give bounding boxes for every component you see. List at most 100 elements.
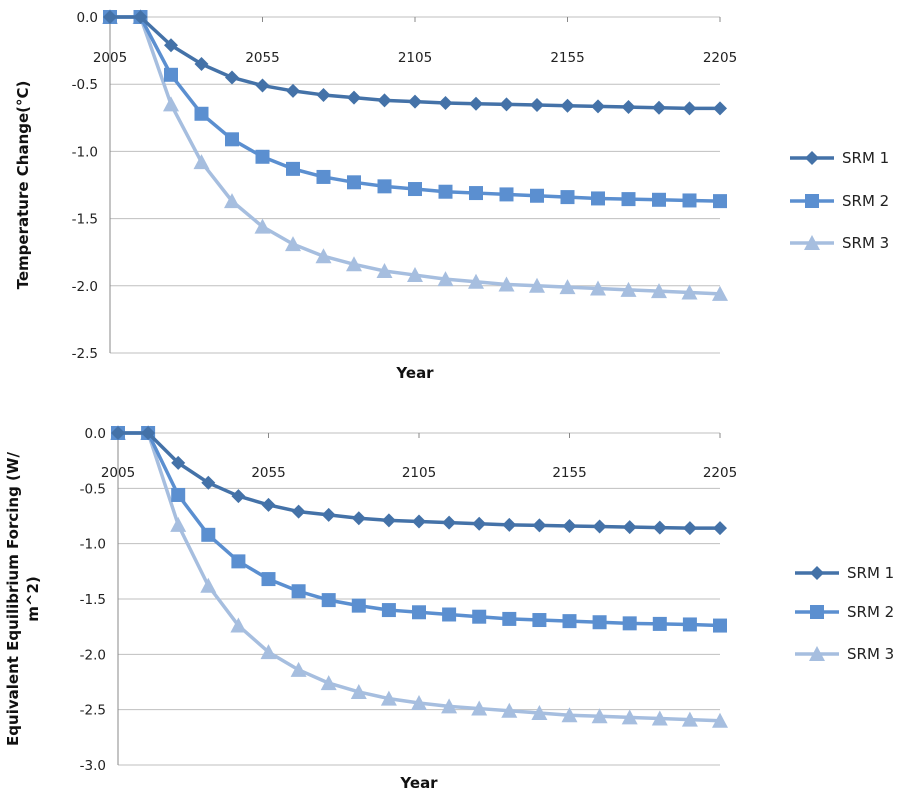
x-tick-label: 2055 — [245, 50, 279, 66]
data-point — [591, 708, 608, 724]
data-point — [201, 527, 216, 542]
series-2 — [111, 426, 727, 633]
data-point — [194, 106, 209, 121]
y-tick-label: -2.5 — [80, 703, 106, 719]
data-point — [351, 598, 366, 613]
y-tick-label: 0.0 — [77, 10, 98, 26]
data-point — [621, 100, 636, 115]
x-tick-label: 2205 — [703, 50, 737, 66]
legend-label: SRM 2 — [842, 192, 889, 210]
data-point — [200, 577, 217, 593]
data-point — [438, 184, 453, 199]
data-point — [163, 96, 179, 112]
legend-item: SRM 1 — [790, 149, 889, 167]
x-tick-label: 2155 — [552, 465, 586, 481]
data-point — [225, 132, 239, 147]
legend-marker — [810, 605, 824, 619]
data-point — [230, 617, 247, 633]
data-point — [260, 644, 277, 660]
data-point — [652, 192, 666, 207]
data-point — [320, 675, 337, 691]
y-tick-label: -3.0 — [80, 758, 106, 774]
y-tick-label: -1.0 — [72, 144, 98, 160]
data-point — [498, 276, 515, 292]
legend-item: SRM 3 — [790, 234, 889, 252]
data-point — [381, 603, 396, 618]
data-point — [321, 507, 336, 522]
data-point — [622, 520, 637, 535]
data-point — [592, 519, 607, 534]
data-point — [170, 516, 187, 532]
chart-1: 0.0 -0.5 -1.0 -1.5 -2.0 -2.5 2005 2055 2105 2155 2… — [14, 9, 889, 382]
data-point — [346, 256, 362, 272]
data-point — [651, 283, 667, 299]
legend-item: SRM 3 — [795, 645, 894, 663]
y-tick-label: -1.5 — [72, 212, 98, 228]
x-tick-label: 2105 — [402, 465, 436, 481]
data-point — [412, 605, 426, 620]
x-axis-title: Year — [399, 774, 438, 792]
data-point — [350, 683, 367, 699]
data-point — [530, 98, 544, 113]
y-tick-label: -2.0 — [72, 279, 98, 295]
data-point — [290, 661, 307, 677]
data-point — [380, 690, 397, 706]
data-point — [316, 87, 331, 102]
data-point — [351, 511, 366, 526]
data-point — [321, 593, 336, 608]
data-point — [682, 101, 697, 116]
data-point — [111, 426, 125, 440]
data-point — [713, 194, 727, 209]
data-point — [681, 284, 698, 300]
data-point — [407, 267, 423, 283]
data-point — [592, 615, 607, 630]
legend-label: SRM 2 — [847, 603, 894, 621]
legend-label: SRM 3 — [847, 645, 894, 663]
data-point — [713, 618, 727, 633]
data-point — [347, 175, 361, 190]
data-point — [194, 57, 209, 72]
legend-marker — [809, 646, 825, 661]
data-point — [712, 712, 728, 728]
data-point — [286, 83, 300, 98]
legend-label: SRM 3 — [842, 234, 889, 252]
x-tick-label: 2155 — [550, 50, 584, 66]
data-point — [201, 475, 216, 490]
data-point — [164, 38, 178, 53]
data-point — [441, 698, 458, 714]
data-point — [560, 98, 575, 113]
data-point — [651, 710, 668, 726]
y-axis-title-line: m^2) — [24, 576, 42, 622]
data-point — [442, 515, 457, 530]
legend-marker — [810, 566, 824, 580]
data-point — [501, 702, 518, 718]
data-point — [713, 101, 727, 116]
data-point — [286, 161, 300, 176]
y-tick-label: 0.0 — [85, 426, 106, 442]
data-point — [261, 572, 276, 587]
data-point — [652, 520, 667, 535]
data-point — [531, 704, 548, 720]
y-tick-label: -0.5 — [72, 77, 98, 93]
data-point — [499, 97, 514, 112]
data-point — [469, 186, 483, 201]
y-tick-label: -2.0 — [80, 647, 106, 663]
x-tick-label: 2005 — [93, 50, 127, 66]
data-point — [622, 616, 637, 631]
legend-item: SRM 2 — [795, 603, 894, 621]
series-1 — [111, 426, 727, 536]
data-point — [682, 521, 697, 536]
data-point — [562, 518, 577, 533]
data-point — [316, 169, 331, 184]
data-point — [652, 616, 667, 631]
data-point — [255, 78, 270, 93]
data-point — [561, 707, 578, 723]
data-point — [224, 193, 240, 209]
data-point — [171, 487, 186, 502]
data-point — [411, 695, 427, 711]
data-point — [377, 93, 392, 108]
data-point — [437, 271, 454, 287]
data-point — [438, 96, 453, 111]
y-tick-label: -1.0 — [80, 537, 106, 553]
data-point — [502, 517, 517, 532]
